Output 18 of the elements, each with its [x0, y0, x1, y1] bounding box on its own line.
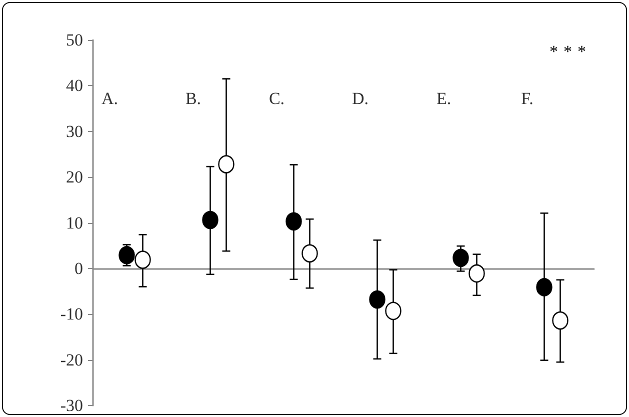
y-tick-label: -30	[60, 396, 83, 415]
y-tick-label: -10	[60, 304, 83, 324]
x-tick-label: B.	[185, 89, 202, 108]
annotation: *	[578, 42, 586, 61]
x-tick-label: C.	[268, 89, 285, 108]
x-tick-label: F.	[521, 89, 534, 108]
x-tick-label: D.	[352, 89, 369, 108]
y-tick-label: 50	[66, 30, 83, 50]
y-tick-label: -20	[60, 350, 83, 370]
y-tick-label: 0	[74, 258, 83, 278]
y-tick-label: 40	[66, 76, 83, 96]
y-tick-label: 10	[66, 213, 83, 232]
x-tick-label: A.	[101, 89, 118, 108]
x-tick-label: E.	[436, 89, 452, 108]
annotation: *	[564, 42, 572, 61]
y-tick-label: 30	[66, 122, 83, 141]
y-tick-label: 20	[66, 168, 83, 187]
annotation: *	[550, 42, 558, 61]
